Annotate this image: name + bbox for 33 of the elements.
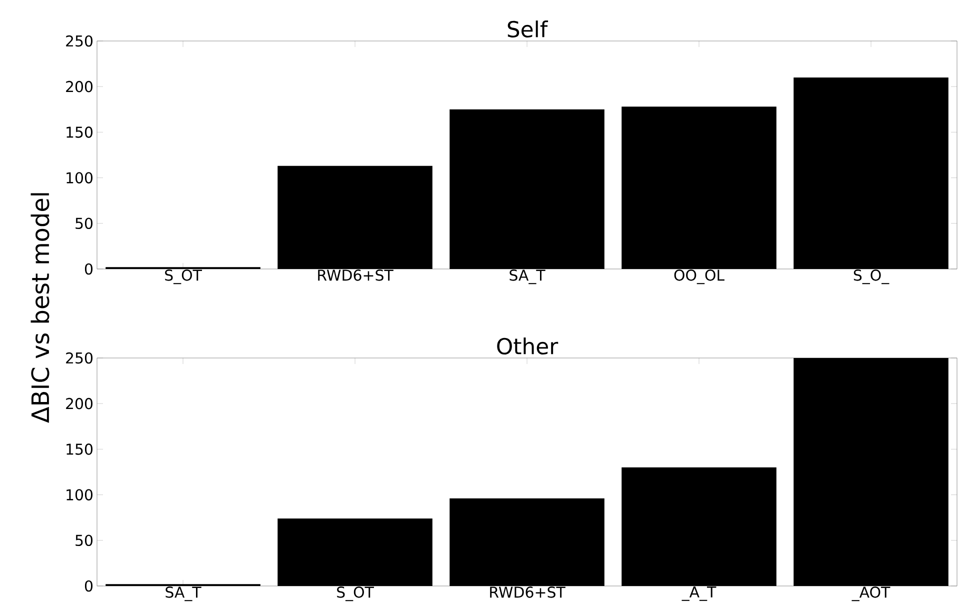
y-tick-label: 150 [66,444,92,455]
bar [622,467,776,586]
y-tick-label: 50 [76,218,92,230]
bar [622,106,776,269]
bar [794,77,948,269]
chart-title: Other [497,338,558,354]
x-tick-label: OO_OL [674,270,724,284]
chart-title: Self [508,20,548,38]
x-tick-label: RWD6+ST [318,270,394,281]
y-tick-label: 250 [66,352,92,364]
x-tick-label: SA_T [510,270,546,284]
x-tick-label: _AOT [852,586,890,602]
x-tick-label: S_OT [165,270,202,284]
y-tick-label: 100 [66,489,92,500]
x-tick-label: S_O_ [854,270,890,284]
bar [450,498,604,586]
y-tick-label: 0 [84,580,92,592]
x-tick-label: _A_T [682,586,716,601]
x-tick-label: SA_T [166,586,202,602]
y-tick-label: 150 [66,126,92,138]
y-tick-label: 250 [66,35,92,47]
y-tick-label: 200 [66,398,92,410]
y-tick-label: 200 [66,80,92,92]
x-tick-label: RWD6+ST [490,586,566,598]
bar [278,518,432,586]
bar [450,109,604,269]
y-tick-label: 100 [66,172,92,184]
y-tick-label: 50 [76,534,92,546]
y-tick-label: 0 [84,263,92,275]
bar [278,166,432,269]
y-axis-title: ΔBIC vs best model [30,193,50,423]
x-tick-label: S_OT [337,586,374,602]
bar [794,358,948,586]
